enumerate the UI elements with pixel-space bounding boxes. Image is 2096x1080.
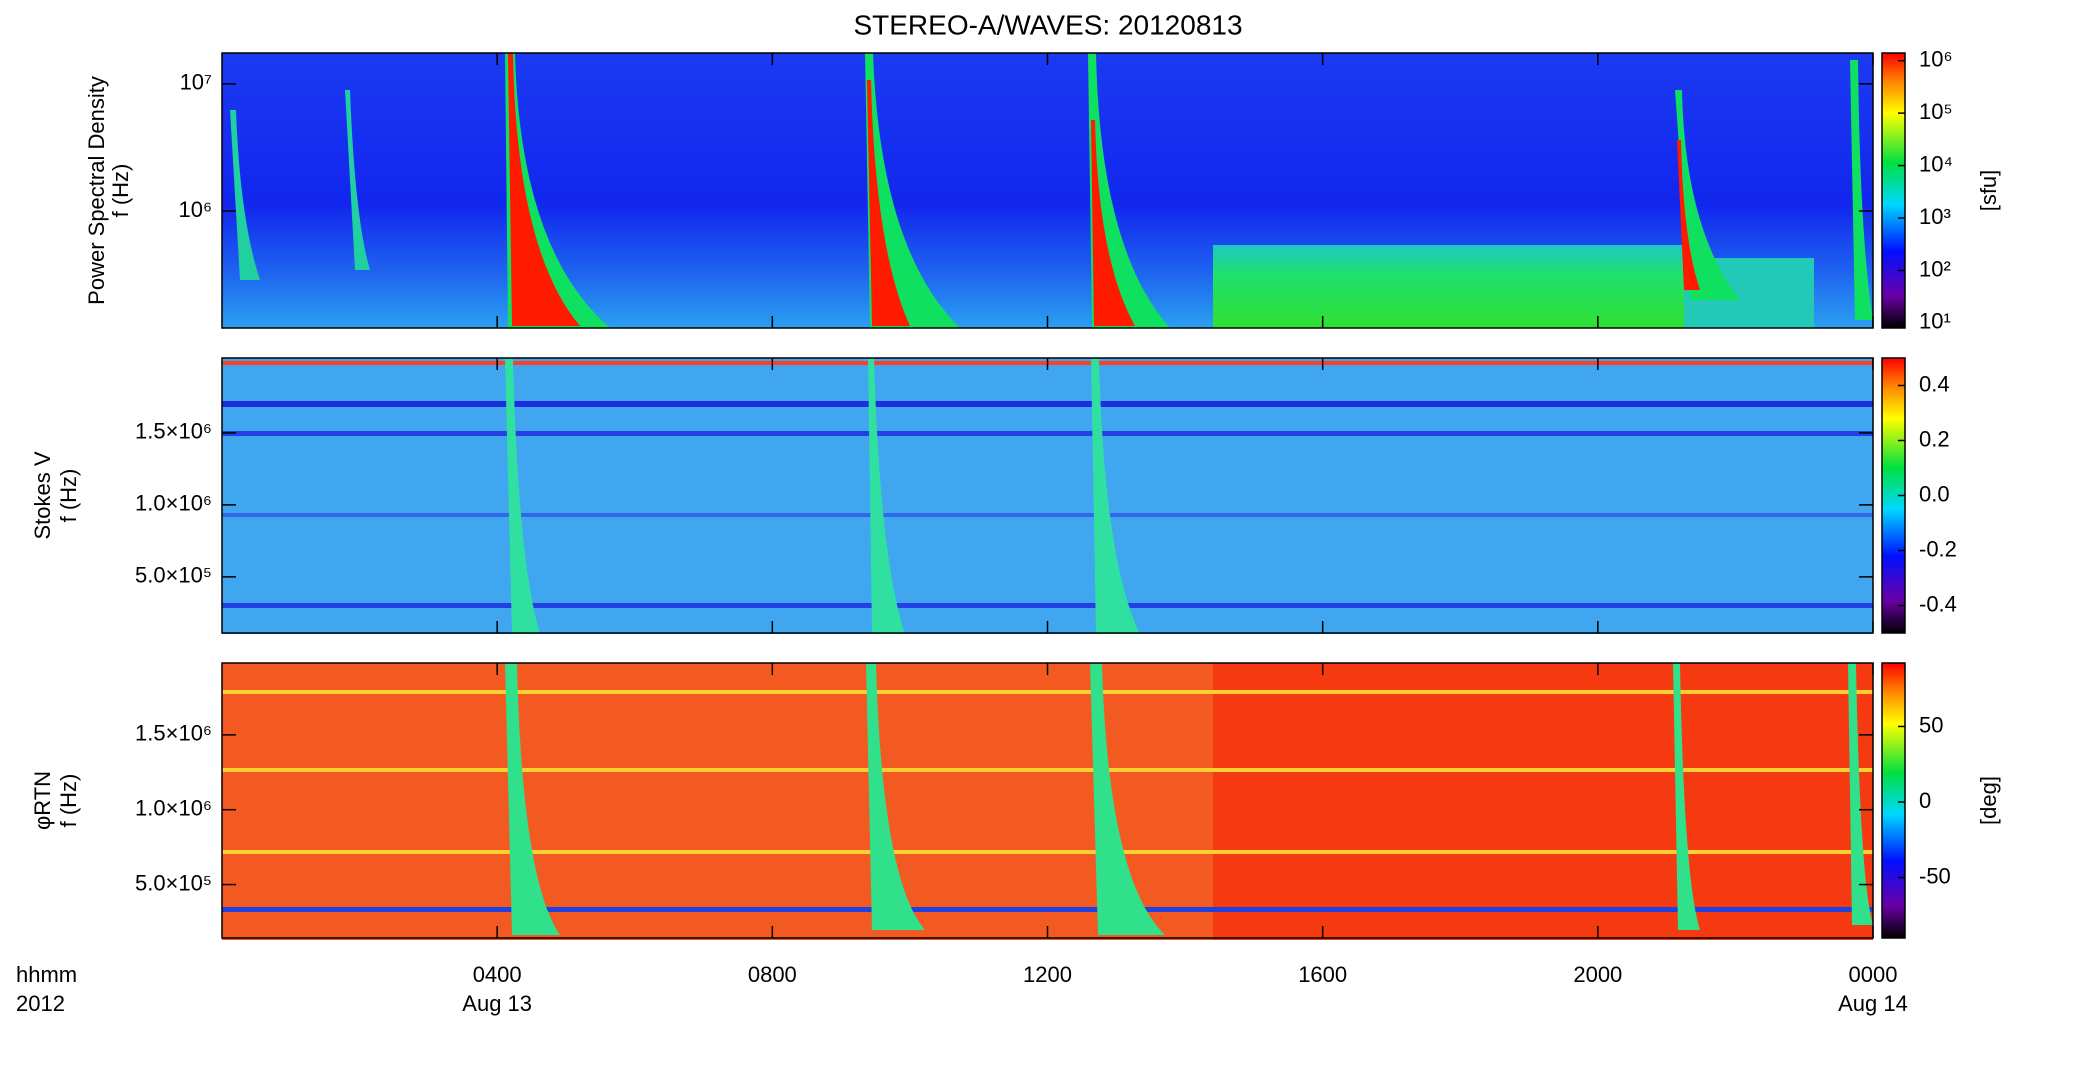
burst — [1091, 358, 1140, 634]
burst — [1675, 90, 1740, 300]
spectrogram-region — [222, 603, 1873, 608]
spectrogram-region — [222, 907, 1873, 912]
panel-frame — [221, 357, 1874, 634]
colorbar-tick-label: 50 — [1919, 712, 1943, 737]
y-tick-label: 1.5×10⁶ — [135, 419, 212, 444]
burst — [1091, 120, 1135, 326]
spectrogram-region — [1213, 245, 1684, 328]
x-axis-sublabel: 2012 — [16, 991, 65, 1016]
y-axis-label: f (Hz) — [56, 469, 81, 523]
colorbar-label: [deg] — [1976, 776, 2001, 825]
y-tick-label: 1.0×10⁶ — [135, 491, 212, 516]
burst — [508, 53, 580, 326]
x-tick-label: 0400 — [473, 962, 522, 987]
burst — [230, 110, 260, 280]
spectrogram-region — [222, 850, 1873, 854]
colorbar-tick-label: -0.2 — [1919, 536, 1957, 561]
date-label: Aug 13 — [462, 991, 532, 1016]
y-axis-label: Power Spectral Density — [84, 76, 109, 305]
x-tick-label: 0000 — [1849, 962, 1898, 987]
date-label: Aug 14 — [1838, 991, 1908, 1016]
spectrogram-region — [1213, 663, 1873, 940]
colorbar-tick-label: -0.4 — [1919, 591, 1957, 616]
burst — [345, 90, 370, 270]
burst — [1848, 663, 1873, 925]
colorbar-tick-label: 0.2 — [1919, 426, 1950, 451]
y-axis-label: φRTN — [30, 771, 55, 830]
spectrogram-region — [222, 690, 1873, 694]
burst — [1090, 663, 1165, 935]
burst — [868, 358, 905, 634]
y-axis-label: f (Hz) — [56, 774, 81, 828]
y-axis-label: f (Hz) — [108, 164, 133, 218]
x-tick-label: 1600 — [1298, 962, 1347, 987]
colorbar-tick-label: 10³ — [1919, 204, 1951, 229]
burst — [1850, 60, 1873, 320]
colorbar-tick-label: 0.4 — [1919, 371, 1950, 396]
y-axis-label: Stokes V — [30, 451, 55, 539]
y-tick-label: 10⁷ — [180, 70, 212, 95]
colorbar — [1881, 52, 1906, 329]
y-tick-label: 5.0×10⁵ — [135, 870, 212, 895]
spectrogram-region — [222, 401, 1873, 407]
burst — [866, 663, 925, 930]
spectrogram-images — [222, 53, 1873, 940]
chart-title: STEREO-A/WAVES: 20120813 — [853, 9, 1242, 40]
colorbar-tick-label: 10⁶ — [1919, 46, 1953, 71]
colorbar-tick-label: -50 — [1919, 863, 1951, 888]
x-tick-label: 2000 — [1573, 962, 1622, 987]
spectrogram-region — [222, 768, 1873, 772]
colorbar-tick-label: 10⁴ — [1919, 151, 1953, 176]
x-axis-label: hhmm — [16, 962, 77, 987]
colorbar-tick-label: 0.0 — [1919, 481, 1950, 506]
x-tick-label: 1200 — [1023, 962, 1072, 987]
spectrogram-region — [222, 431, 1873, 436]
colorbar-tick-label: 10¹ — [1919, 309, 1951, 334]
colorbar-label: [sfu] — [1976, 170, 2001, 212]
spectrogram-region — [222, 513, 1873, 517]
colorbar-tick-label: 0 — [1919, 788, 1931, 813]
burst — [867, 80, 910, 326]
spectrogram-background — [222, 358, 1873, 634]
burst — [1673, 663, 1700, 930]
burst — [1677, 140, 1700, 290]
y-tick-label: 1.5×10⁶ — [135, 721, 212, 746]
panel-frame — [221, 662, 1874, 939]
y-tick-label: 10⁶ — [178, 197, 212, 222]
y-tick-label: 5.0×10⁵ — [135, 563, 212, 588]
burst — [505, 663, 560, 935]
colorbar-tick-label: 10⁵ — [1919, 99, 1953, 124]
colorbar-tick-label: 10² — [1919, 256, 1951, 281]
panel-frame — [221, 52, 1874, 329]
burst — [505, 358, 540, 634]
colorbar — [1881, 662, 1906, 939]
x-tick-label: 0800 — [748, 962, 797, 987]
y-tick-label: 1.0×10⁶ — [135, 796, 212, 821]
